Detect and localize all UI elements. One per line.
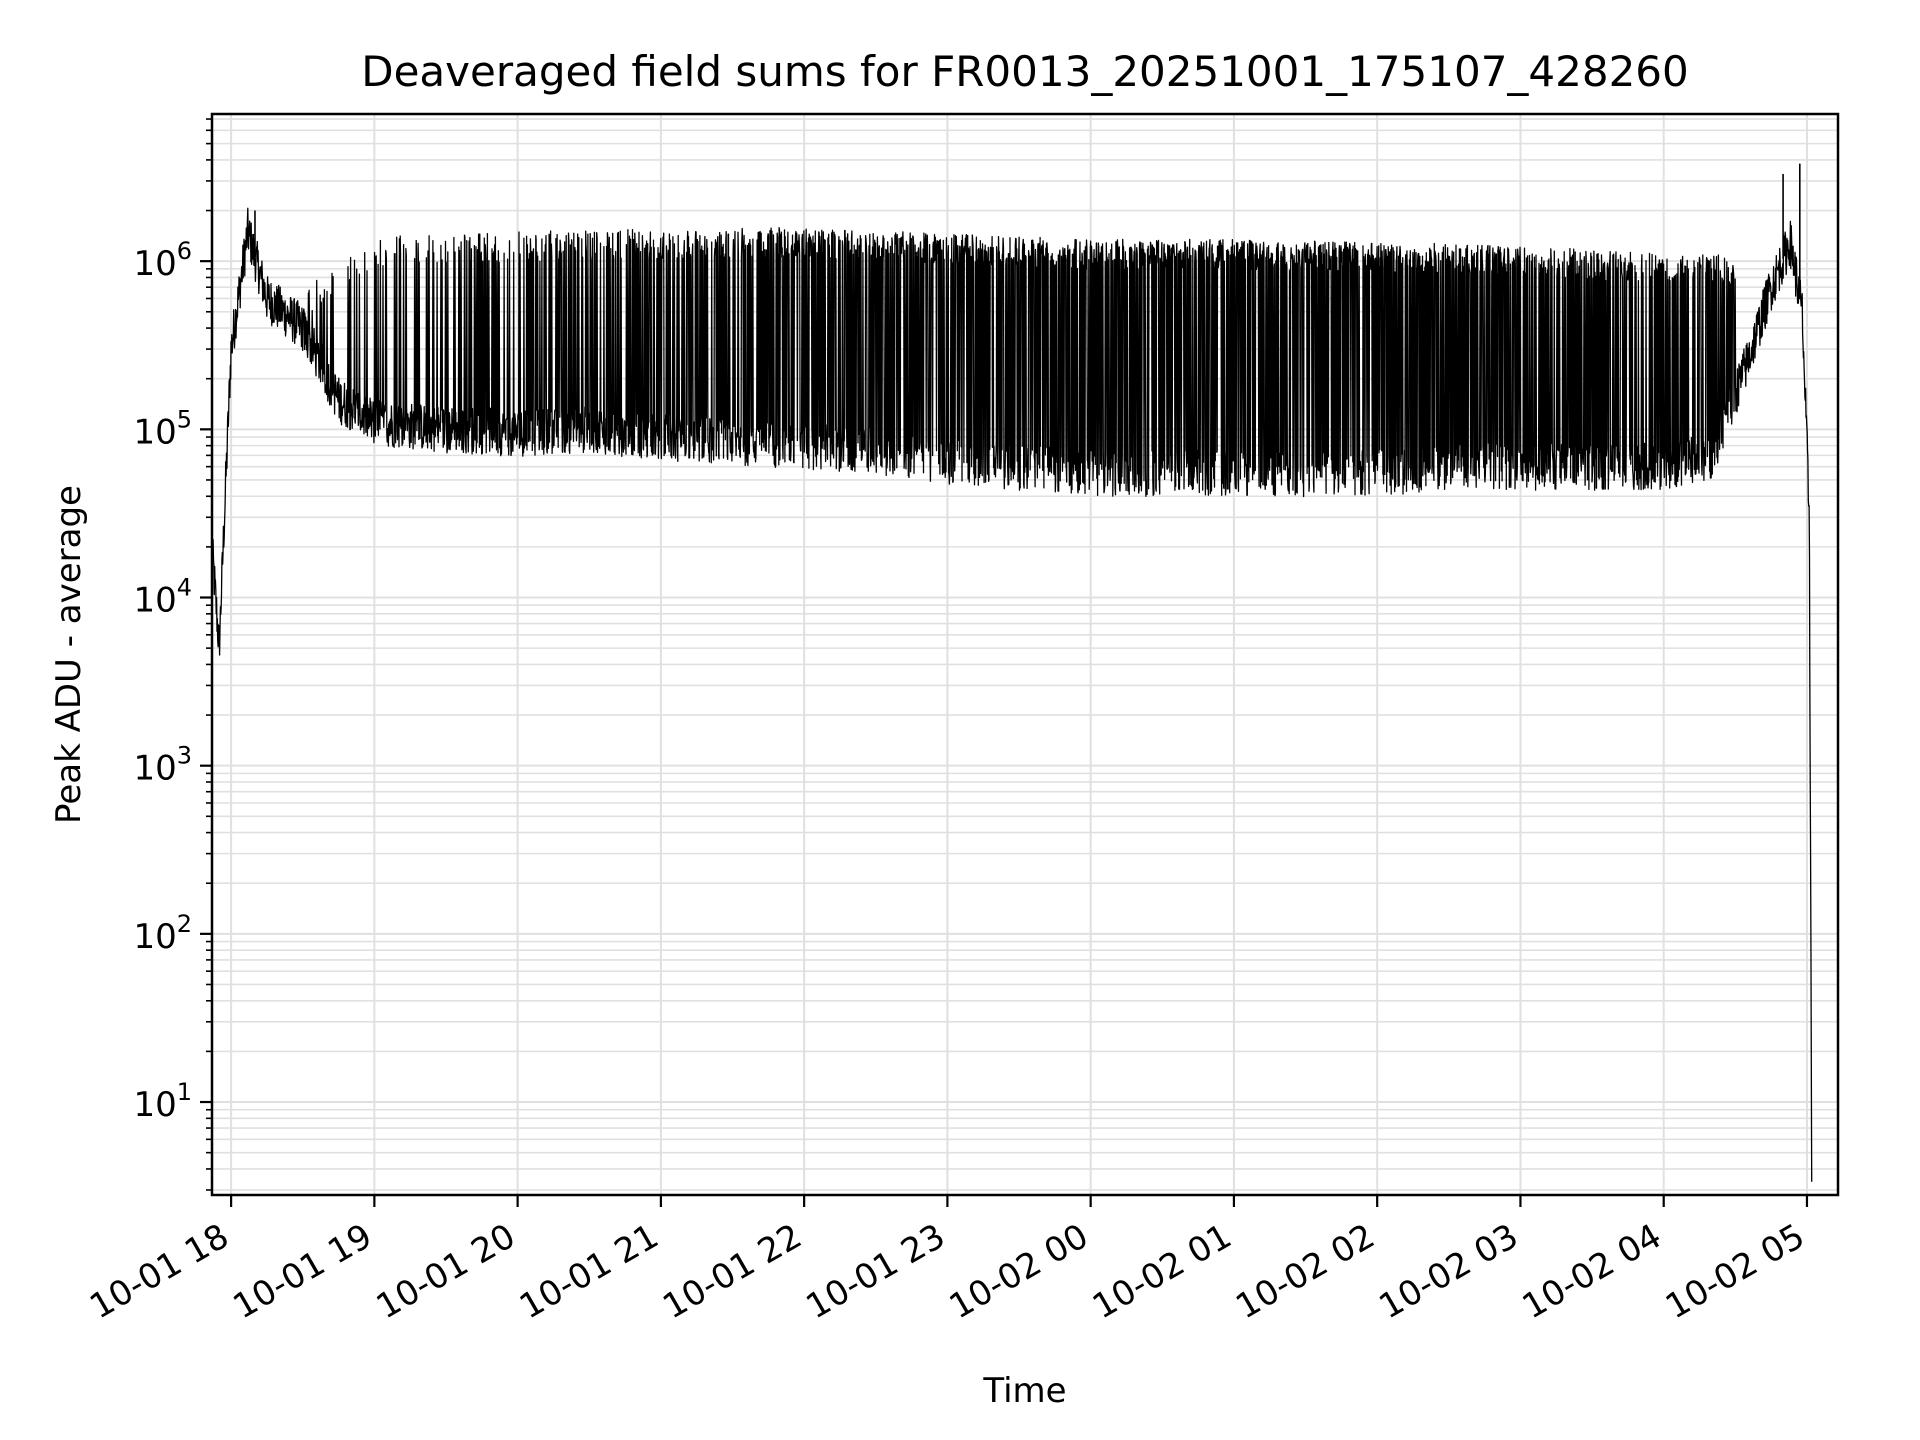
x-tick-label: 10-01 20 bbox=[370, 1216, 522, 1327]
x-tick-label: 10-02 02 bbox=[1229, 1216, 1381, 1327]
x-axis-label: Time bbox=[982, 1371, 1066, 1411]
x-tick-label: 10-01 19 bbox=[226, 1216, 378, 1327]
x-tick-label: 10-01 23 bbox=[800, 1216, 952, 1327]
x-tick-label: 10-02 01 bbox=[1086, 1216, 1238, 1327]
chart-title: Deaveraged field sums for FR0013_2025100… bbox=[361, 47, 1689, 96]
x-tick-label: 10-02 00 bbox=[943, 1216, 1095, 1327]
x-tick-label: 10-01 22 bbox=[656, 1216, 808, 1327]
x-tick-label: 10-02 04 bbox=[1516, 1216, 1668, 1327]
y-tick-label: 101 bbox=[133, 1078, 192, 1125]
x-tick-label: 10-01 18 bbox=[83, 1216, 235, 1327]
x-tick-label: 10-01 21 bbox=[513, 1216, 665, 1327]
y-axis-label: Peak ADU - average bbox=[49, 485, 89, 824]
x-tick-label: 10-02 03 bbox=[1373, 1216, 1525, 1327]
y-tick-label: 106 bbox=[133, 237, 192, 284]
series-line bbox=[211, 163, 1813, 1182]
y-tick-label: 103 bbox=[133, 742, 192, 789]
y-axis-ticks: 101 102 103 104 105 106 bbox=[133, 118, 212, 1191]
series-path bbox=[211, 207, 1813, 1182]
y-tick-label: 105 bbox=[133, 405, 192, 452]
y-tick-label: 102 bbox=[133, 910, 192, 957]
x-tick-label: 10-02 05 bbox=[1659, 1216, 1811, 1327]
plot-frame bbox=[210, 112, 1840, 1197]
y-tick-label: 104 bbox=[133, 574, 192, 621]
